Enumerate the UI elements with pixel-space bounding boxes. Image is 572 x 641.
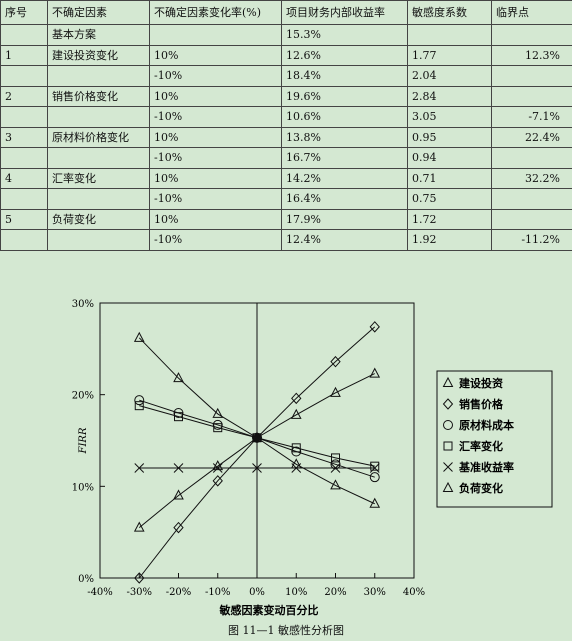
y-tick-label: 10%	[72, 482, 94, 493]
table-cell: -11.2%	[491, 229, 572, 251]
data-point	[330, 386, 341, 397]
data-point	[134, 463, 145, 473]
table-cell: 2.84	[407, 85, 492, 107]
table-cell: 19.6%	[281, 85, 408, 107]
table-cell: 1.92	[407, 229, 492, 251]
table-cell: 22.4%	[491, 126, 572, 148]
y-tick-label: 20%	[72, 391, 94, 402]
table-cell: 基本方案	[47, 24, 150, 46]
table-row: 5 负荷变化 10% 17.9% 1.72	[0, 208, 572, 230]
table-row: 2 销售价格变化 10% 19.6% 2.84	[0, 85, 572, 107]
data-point	[134, 572, 145, 584]
data-point	[330, 463, 341, 473]
header-cell: 项目财务内部收益率	[281, 0, 408, 25]
data-point	[212, 475, 223, 487]
data-point	[443, 462, 453, 472]
figure-caption: 图 11—1 敏感性分析图	[228, 624, 344, 637]
data-point	[173, 521, 184, 534]
data-point	[212, 463, 223, 473]
table-row: -10% 12.4% 1.92 -11.2%	[0, 229, 572, 251]
header-cell: 不确定因素	[47, 0, 150, 25]
table-header-row: 序号 不确定因素 不确定因素变化率(%) 项目财务内部收益率 敏感度系数 临界点	[0, 0, 572, 25]
data-point	[134, 395, 145, 406]
data-point	[290, 408, 302, 419]
legend-box	[436, 370, 553, 508]
x-tick-label: -10%	[205, 587, 231, 598]
x-tick-label: 30%	[364, 587, 386, 598]
table-cell: 12.6%	[281, 44, 408, 66]
header-cell: 序号	[0, 0, 48, 25]
data-point	[370, 461, 380, 471]
table-cell: 12.3%	[491, 44, 572, 66]
table-cell: 32.2%	[491, 167, 572, 189]
legend-label: 建设投资	[459, 376, 503, 390]
data-point	[174, 412, 183, 422]
data-point	[330, 459, 341, 470]
table-cell: -10%	[149, 188, 282, 210]
data-point	[173, 489, 184, 500]
data-point	[213, 423, 223, 433]
y-axis-label: FIRR	[78, 427, 89, 454]
x-tick-label: -20%	[166, 587, 192, 598]
table-cell: 1.77	[407, 44, 492, 66]
data-point	[291, 392, 302, 405]
data-point	[443, 441, 453, 451]
legend-label: 汇率变化	[459, 439, 503, 453]
data-point	[369, 497, 381, 508]
data-point	[442, 376, 454, 387]
data-point	[133, 331, 145, 342]
legend-label: 原材料成本	[459, 418, 514, 432]
x-tick-label: 0%	[249, 587, 265, 598]
data-point	[173, 372, 184, 383]
data-point	[173, 463, 184, 473]
y-tick-label: 30%	[72, 299, 94, 310]
data-point	[443, 420, 453, 430]
data-point	[252, 463, 262, 473]
x-tick-label: -30%	[126, 587, 152, 598]
table-cell: 1.72	[407, 208, 492, 230]
legend-label: 负荷变化	[459, 481, 503, 495]
table-cell: 汇率变化	[47, 167, 150, 189]
table-cell: 销售价格变化	[47, 85, 150, 107]
table-cell: 0.75	[407, 188, 492, 210]
table-cell: 建设投资变化	[47, 44, 150, 66]
x-tick-label: -40%	[87, 587, 113, 598]
data-point	[330, 355, 341, 368]
data-point	[369, 463, 380, 473]
table-row: 1 建设投资变化 10% 12.6% 1.77 12.3%	[0, 44, 572, 66]
table-row: -10% 16.4% 0.75	[0, 188, 572, 210]
sensitivity-table: 序号 不确定因素 不确定因素变化率(%) 项目财务内部收益率 敏感度系数 临界点…	[0, 0, 572, 251]
data-point	[290, 458, 302, 469]
y-tick-label: 0%	[78, 574, 94, 585]
data-point	[369, 321, 380, 333]
x-tick-label: 20%	[324, 587, 346, 598]
data-point	[442, 481, 454, 492]
legend-label: 基准收益率	[458, 460, 514, 474]
table-row: -10% 16.7% 0.94	[0, 147, 572, 169]
table-row: 基本方案 15.3%	[0, 24, 572, 46]
data-point	[331, 453, 340, 463]
data-point	[369, 367, 381, 378]
table-row: -10% 18.4% 2.04	[0, 65, 572, 87]
data-point	[291, 443, 301, 453]
table-cell: 12.4%	[281, 229, 408, 251]
x-tick-label: 10%	[285, 587, 307, 598]
table-row: 3 原材料价格变化 10% 13.8% 0.95 22.4%	[0, 126, 572, 148]
data-point	[212, 407, 224, 418]
x-axis-label: 敏感因素变动百分比	[219, 603, 319, 617]
table-cell: 0.95	[407, 126, 492, 148]
data-point	[133, 521, 145, 532]
legend-label: 销售价格	[459, 397, 504, 411]
x-tick-label: 40%	[403, 587, 425, 598]
data-point	[442, 398, 454, 410]
data-point	[134, 401, 144, 411]
data-point	[369, 472, 380, 483]
data-point	[330, 479, 341, 490]
base-case-point	[253, 434, 261, 442]
